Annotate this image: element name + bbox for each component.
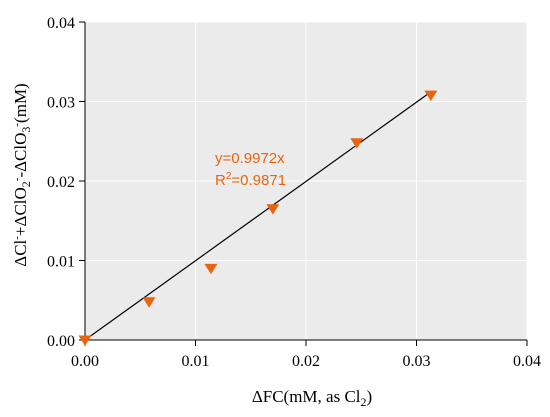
x-tick-label: 0.03 [403, 353, 431, 370]
data-point [350, 138, 364, 149]
data-point [78, 335, 92, 346]
y-tick-label: 0.04 [47, 15, 75, 32]
data-point [266, 204, 280, 215]
y-tick-label: 0.00 [47, 333, 75, 350]
data-point [142, 297, 156, 308]
y-tick-label: 0.01 [47, 254, 75, 271]
x-tick-label: 0.01 [182, 353, 210, 370]
x-tick-label: 0.04 [513, 353, 541, 370]
x-tick-label: 0.00 [71, 353, 99, 370]
y-axis-label: ΔCl-+ΔClO2--ΔClO3-(mM) [11, 83, 33, 266]
annotation-equation: y=0.9972x [215, 150, 285, 167]
data-point [204, 263, 218, 275]
y-tick-label: 0.02 [47, 174, 75, 191]
annotation-r2: R2=0.9871 [215, 171, 286, 189]
tick-marks [79, 21, 528, 346]
fit-line [84, 91, 432, 341]
tick-labels: 0.00 0.01 0.02 0.03 0.04 0.00 0.01 0.02 0.03 0.04 [47, 15, 541, 370]
data-points [78, 90, 438, 346]
y-tick-label: 0.03 [47, 95, 75, 112]
x-tick-label: 0.02 [292, 353, 320, 370]
x-axis-label: ΔFC(mM, as Cl2) [252, 387, 372, 409]
data-point [424, 90, 438, 101]
